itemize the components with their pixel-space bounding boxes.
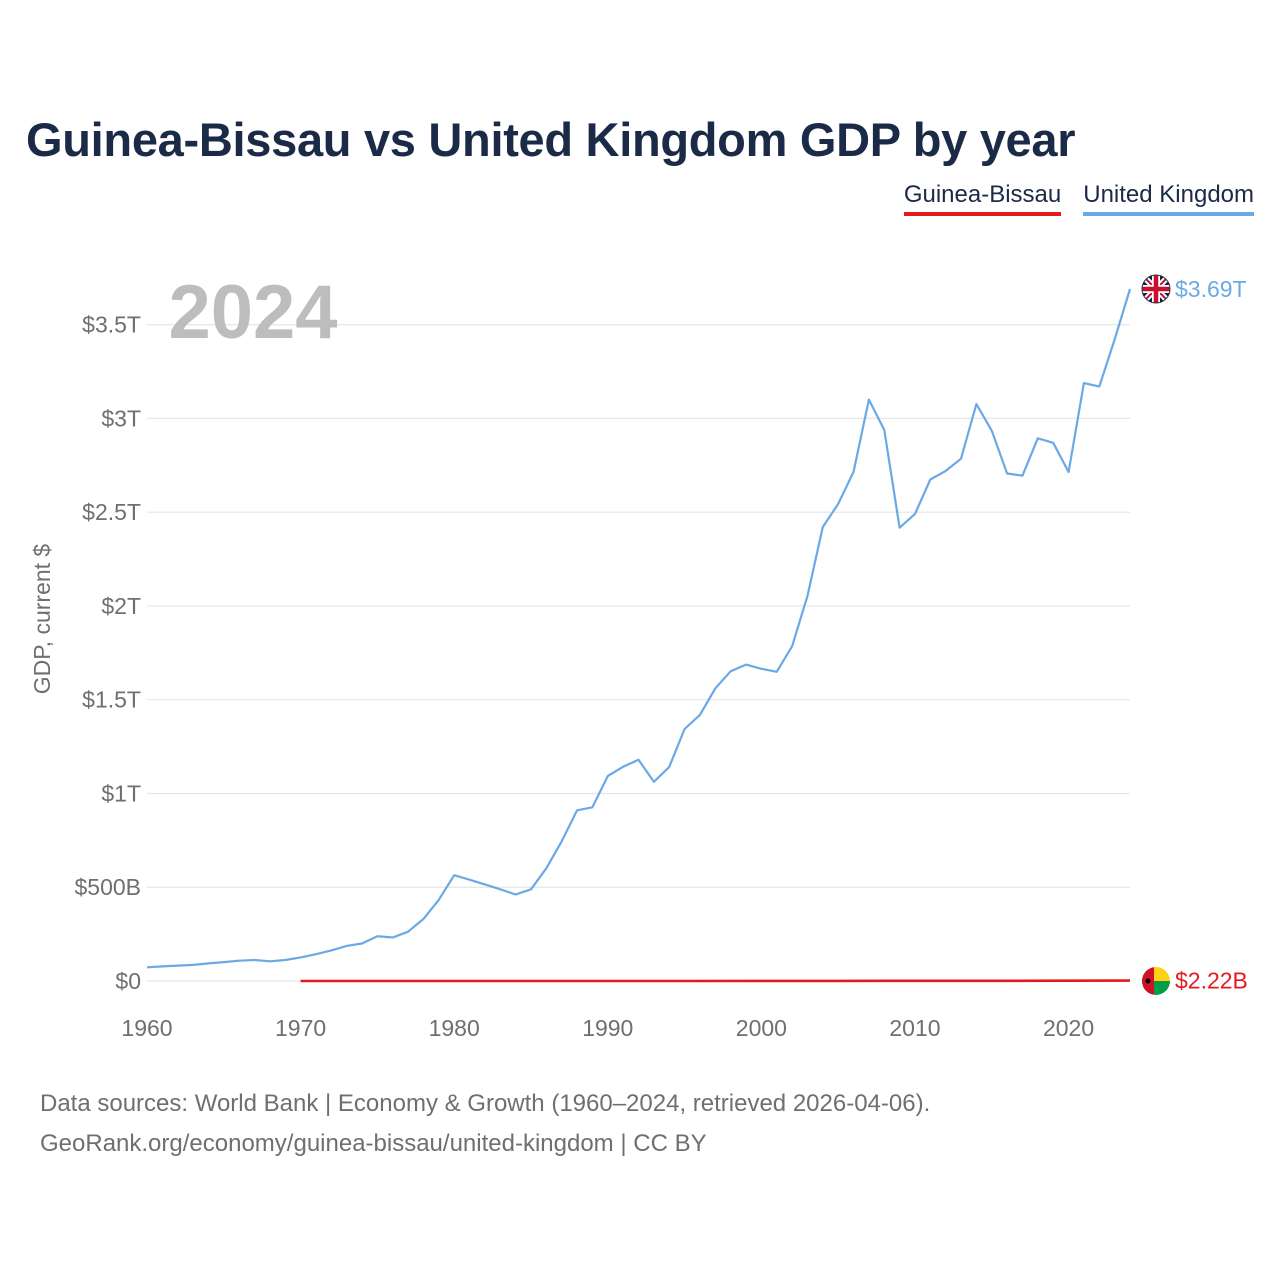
legend-item-united-kingdom[interactable]: United Kingdom bbox=[1083, 181, 1254, 216]
end-value-label: $2.22B bbox=[1175, 968, 1248, 994]
source-note: Data sources: World Bank | Economy & Gro… bbox=[40, 1090, 931, 1117]
x-tick-label: 1990 bbox=[582, 1015, 633, 1041]
y-axis-label: GDP, current $ bbox=[29, 544, 55, 695]
guinea-bissau-flag-icon bbox=[1142, 967, 1170, 995]
footer: Data sources: World Bank | Economy & Gro… bbox=[40, 1084, 930, 1164]
grid bbox=[147, 324, 1130, 982]
x-tick-label: 2010 bbox=[889, 1015, 940, 1041]
x-tick-label: 1970 bbox=[275, 1015, 326, 1041]
y-tick-label: $2.5T bbox=[82, 499, 141, 525]
end-value-label: $3.69T bbox=[1175, 276, 1247, 302]
y-tick-label: $0 bbox=[115, 968, 141, 994]
y-tick-label: $2T bbox=[101, 593, 141, 619]
uk-flag-icon bbox=[1141, 274, 1171, 304]
year-watermark: 2024 bbox=[168, 270, 337, 355]
series-line-united-kingdom bbox=[146, 288, 1132, 969]
y-tick-label: $1T bbox=[101, 780, 141, 806]
x-tick-label: 2000 bbox=[736, 1015, 787, 1041]
y-axis: $0 $500B $1T $1.5T $2T $2.5T $3T $3.5T bbox=[74, 312, 141, 994]
y-tick-label: $3.5T bbox=[82, 312, 141, 338]
x-tick-label: 1960 bbox=[121, 1015, 172, 1041]
source-url[interactable]: GeoRank.org/economy/guinea-bissau/united… bbox=[40, 1130, 707, 1157]
x-tick-label: 1980 bbox=[429, 1015, 480, 1041]
legend-item-guinea-bissau[interactable]: Guinea-Bissau bbox=[903, 181, 1062, 216]
x-tick-label: 2020 bbox=[1043, 1015, 1094, 1041]
x-axis: 1960 1970 1980 1990 2000 2010 2020 bbox=[121, 1015, 1094, 1041]
y-tick-label: $3T bbox=[101, 405, 141, 431]
legend: Guinea-Bissau United Kingdom bbox=[903, 181, 1254, 216]
y-tick-label: $1.5T bbox=[82, 687, 141, 713]
y-tick-label: $500B bbox=[74, 874, 141, 900]
chart-title: Guinea-Bissau vs United Kingdom GDP by y… bbox=[26, 113, 1076, 166]
series-layer: $3.69T $2.22B bbox=[146, 276, 1248, 994]
